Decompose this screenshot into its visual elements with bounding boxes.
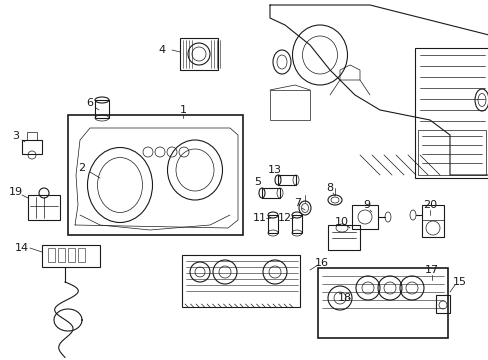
Bar	[262, 188, 280, 198]
Bar	[58, 248, 65, 262]
Text: 16: 16	[314, 258, 328, 268]
Text: 20: 20	[422, 200, 436, 210]
Text: 4: 4	[158, 45, 165, 55]
Bar	[27, 132, 37, 140]
Bar	[68, 248, 75, 262]
Bar	[78, 248, 85, 262]
Bar	[95, 100, 109, 118]
Text: 1: 1	[179, 105, 186, 115]
Text: 12: 12	[277, 213, 291, 223]
Bar	[180, 38, 218, 70]
Text: 6: 6	[86, 98, 93, 108]
Text: 10: 10	[334, 217, 348, 227]
Text: 7: 7	[294, 198, 301, 208]
Bar	[42, 245, 100, 267]
Bar	[291, 215, 302, 233]
Bar	[28, 195, 60, 220]
Bar	[22, 140, 42, 154]
Bar	[351, 205, 377, 229]
Text: 17: 17	[424, 265, 438, 275]
Bar	[414, 48, 488, 178]
Text: 13: 13	[267, 165, 282, 175]
Text: 3: 3	[13, 131, 20, 141]
Bar	[182, 255, 299, 307]
Bar	[327, 225, 359, 250]
Bar	[435, 295, 449, 313]
Text: 5: 5	[254, 177, 261, 187]
Text: 19: 19	[9, 187, 23, 197]
Text: 9: 9	[363, 200, 370, 210]
Bar	[417, 130, 485, 175]
Text: 18: 18	[337, 293, 351, 303]
Bar	[421, 205, 443, 237]
Text: 2: 2	[78, 163, 85, 173]
Text: 15: 15	[452, 277, 466, 287]
Bar	[48, 248, 55, 262]
Bar	[317, 268, 447, 338]
Text: 8: 8	[326, 183, 333, 193]
Text: 11: 11	[252, 213, 266, 223]
Bar	[267, 215, 278, 233]
Text: 14: 14	[15, 243, 29, 253]
Bar	[269, 90, 309, 120]
Bar	[68, 115, 243, 235]
Bar	[278, 175, 295, 185]
